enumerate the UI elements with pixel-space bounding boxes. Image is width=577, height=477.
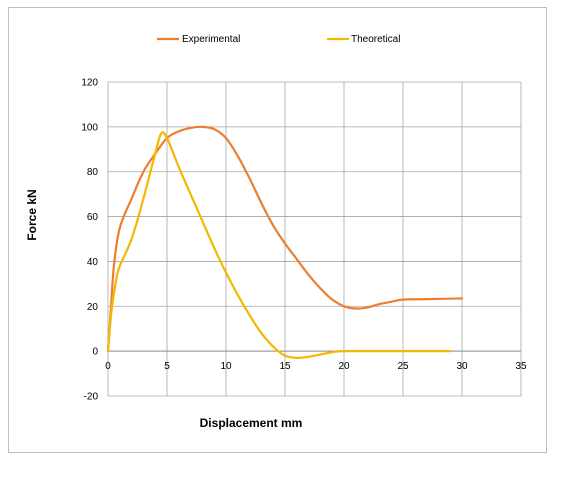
y-tick-label: 0 — [92, 347, 98, 358]
y-tick-label: 60 — [87, 212, 99, 223]
y-tick-label: 80 — [87, 167, 99, 178]
x-tick-label: 0 — [105, 361, 111, 372]
y-tick-label: 20 — [87, 302, 99, 313]
series-lines — [106, 125, 464, 359]
x-tick-label: 30 — [456, 361, 468, 372]
y-tick-label: -20 — [84, 392, 99, 403]
legend-label-experimental: Experimental — [182, 34, 240, 45]
x-tick-label: 15 — [279, 361, 291, 372]
x-tick-label: 25 — [397, 361, 409, 372]
legend: Experimental Theoretical — [157, 34, 400, 45]
chart-frame: Experimental Theoretical -20 0 20 40 60 80 100… — [8, 7, 547, 453]
series-line-experimental — [106, 125, 464, 353]
x-axis-title: Displacement mm — [200, 416, 303, 430]
y-axis-title: Force kN — [25, 189, 39, 240]
y-tick-label: 100 — [81, 122, 98, 133]
legend-label-theoretical: Theoretical — [351, 34, 400, 45]
x-tick-label: 5 — [164, 361, 170, 372]
x-axis-ticks: 0 5 10 15 20 25 30 35 — [105, 361, 527, 372]
x-tick-label: 20 — [338, 361, 350, 372]
line-chart: Experimental Theoretical -20020406080100… — [25, 34, 527, 430]
y-tick-label: 120 — [81, 78, 98, 89]
y-tick-label: 40 — [87, 257, 99, 268]
y-axis-ticks: -20 0 20 40 60 80 100 120 — [81, 78, 98, 403]
x-tick-label: 10 — [220, 361, 232, 372]
x-tick-label: 35 — [515, 361, 527, 372]
gridlines — [107, 81, 522, 397]
series-line-theoretical — [106, 131, 452, 359]
